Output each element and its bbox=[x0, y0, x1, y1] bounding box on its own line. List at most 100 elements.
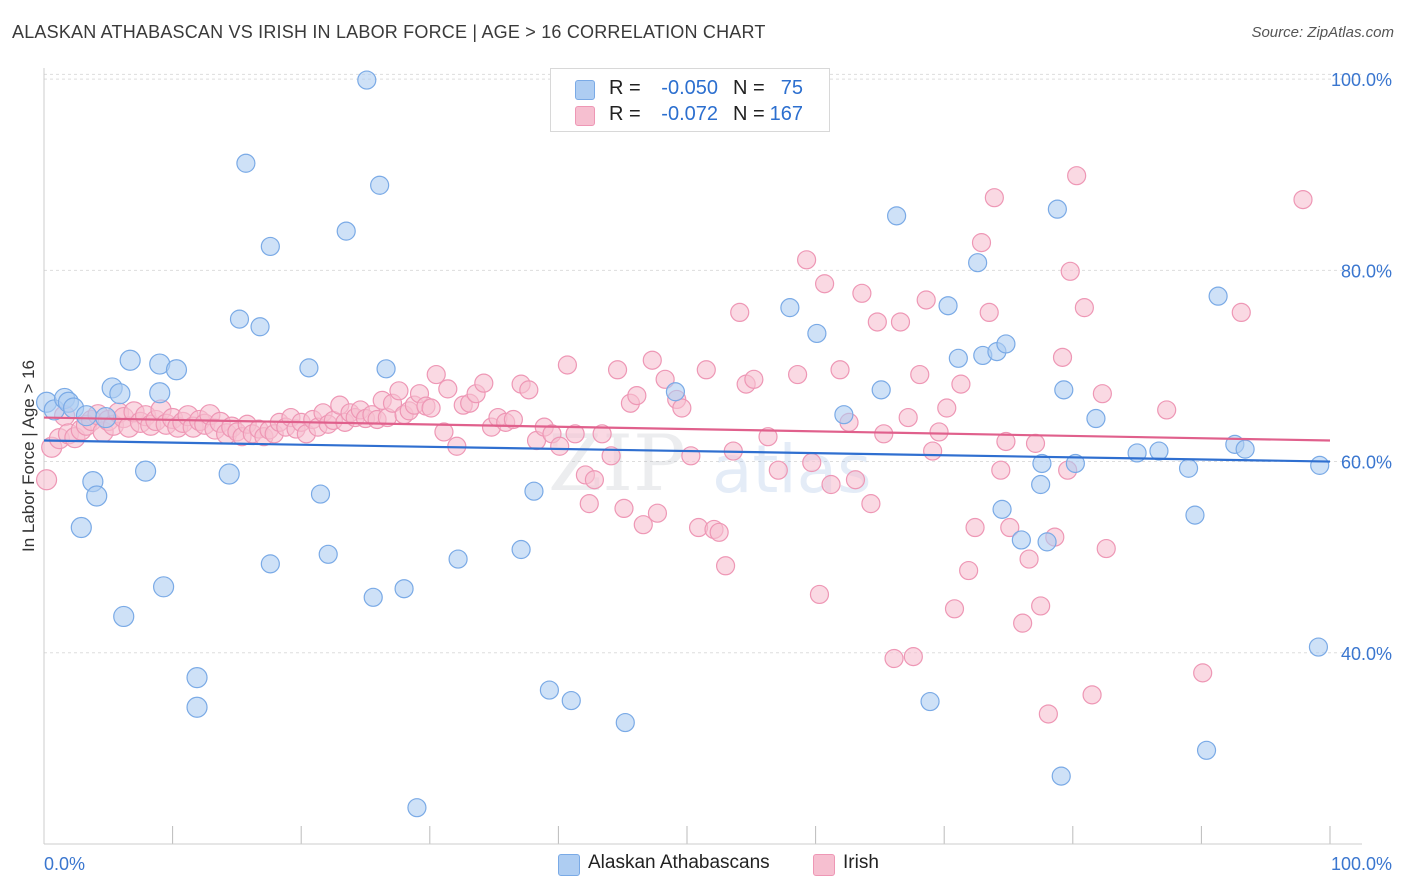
irish-point bbox=[1082, 685, 1102, 705]
irish-point bbox=[672, 398, 692, 418]
athabascan-point bbox=[152, 576, 175, 598]
axes bbox=[43, 68, 1362, 845]
legend-swatch-blue bbox=[575, 80, 595, 100]
athabascan-point bbox=[260, 236, 280, 257]
bottom-legend-swatch-pink bbox=[813, 854, 835, 876]
athabascan-point bbox=[1047, 199, 1067, 219]
irish-point bbox=[579, 494, 599, 514]
irish-point bbox=[614, 498, 634, 519]
irish-point bbox=[923, 441, 943, 461]
athabascan-point bbox=[186, 696, 208, 718]
irish-point bbox=[1031, 596, 1051, 616]
correlation-legend: R = -0.050 N = 75 R = -0.072 N = 167 bbox=[550, 68, 830, 132]
athabascan-point bbox=[539, 680, 559, 700]
bottom-legend-label: Alaskan Athabascans bbox=[588, 852, 770, 873]
athabascan-point bbox=[299, 358, 319, 378]
athabascan-point bbox=[236, 153, 256, 173]
athabascan-point bbox=[1065, 453, 1085, 474]
irish-point bbox=[519, 380, 539, 400]
irish-point bbox=[592, 424, 612, 444]
y-tick-label: 60.0% bbox=[1341, 453, 1392, 473]
athabascan-point bbox=[370, 175, 390, 195]
irish-point bbox=[1231, 302, 1251, 323]
legend-r-label: R = bbox=[609, 77, 641, 99]
legend-n-label: N = bbox=[733, 103, 765, 125]
athabascan-point bbox=[134, 460, 157, 482]
athabascan-point bbox=[1051, 766, 1071, 786]
irish-point bbox=[809, 584, 830, 605]
irish-point bbox=[1052, 347, 1073, 367]
athabascan-point bbox=[394, 579, 414, 599]
irish-point bbox=[1092, 384, 1112, 404]
irish-point bbox=[1038, 704, 1058, 724]
legend-r-value: -0.050 bbox=[661, 77, 718, 99]
irish-point bbox=[421, 398, 441, 418]
athabascan-point bbox=[376, 359, 396, 379]
legend-r-value: -0.072 bbox=[661, 103, 718, 125]
athabascan-point bbox=[448, 549, 468, 569]
athabascan-point bbox=[511, 539, 531, 560]
irish-point bbox=[633, 515, 653, 535]
athabascan-points bbox=[35, 70, 1330, 818]
irish-point bbox=[565, 424, 585, 444]
athabascan-point bbox=[1308, 637, 1329, 657]
irish-point bbox=[709, 522, 729, 542]
athabascan-point bbox=[229, 309, 250, 329]
y-tick-label: 80.0% bbox=[1341, 261, 1392, 281]
irish-point bbox=[979, 302, 999, 323]
athabascan-point bbox=[250, 317, 270, 337]
irish-trend-line bbox=[43, 416, 1331, 442]
athabascan-point bbox=[665, 382, 686, 402]
athabascan-point bbox=[1310, 455, 1330, 475]
irish-point bbox=[503, 409, 523, 430]
irish-point bbox=[884, 648, 904, 669]
irish-point bbox=[35, 469, 58, 491]
irish-point bbox=[1293, 189, 1313, 210]
athabascan-point bbox=[1178, 458, 1199, 478]
legend-n-value: 167 bbox=[769, 103, 803, 125]
athabascan-point bbox=[336, 221, 356, 241]
irish-point bbox=[815, 274, 835, 294]
athabascan-point bbox=[218, 463, 240, 485]
irish-point bbox=[1157, 400, 1177, 420]
legend-n-value: 75 bbox=[780, 77, 803, 99]
athabascan-point bbox=[871, 380, 891, 400]
irish-point bbox=[607, 360, 628, 380]
irish-point bbox=[944, 599, 965, 619]
irish-point bbox=[1019, 549, 1039, 569]
athabascan-point bbox=[992, 499, 1012, 519]
athabascan-point bbox=[1185, 505, 1205, 525]
athabascan-point bbox=[318, 544, 338, 564]
irish-point bbox=[474, 373, 494, 393]
legend-row-irish: R = -0.072 N = 167 bbox=[551, 100, 829, 128]
athabascan-point bbox=[887, 206, 907, 226]
irish-point bbox=[861, 494, 881, 514]
irish-point bbox=[655, 369, 675, 389]
irish-point bbox=[744, 369, 764, 389]
irish-point bbox=[916, 290, 936, 310]
irish-point bbox=[715, 556, 736, 576]
x-tick-label: 0.0% bbox=[44, 854, 85, 874]
athabascan-point bbox=[149, 382, 171, 404]
athabascan-point bbox=[119, 349, 141, 371]
trend-lines bbox=[43, 416, 1331, 463]
athabascan-point bbox=[920, 691, 940, 712]
irish-point bbox=[802, 452, 822, 473]
irish-point bbox=[959, 560, 979, 581]
athabascan-point bbox=[1086, 408, 1106, 429]
irish-point bbox=[1060, 261, 1080, 281]
irish-point bbox=[434, 422, 454, 442]
athabascan-point bbox=[968, 253, 988, 273]
x-tick-label: 100.0% bbox=[1331, 854, 1392, 874]
y-axis-label: In Labor Force | Age > 16 bbox=[19, 360, 38, 552]
irish-point bbox=[768, 460, 788, 480]
athabascan-point bbox=[834, 405, 854, 425]
irish-point bbox=[557, 355, 578, 375]
bottom-legend-swatch-blue bbox=[558, 854, 580, 876]
athabascan-point bbox=[1032, 453, 1052, 474]
irish-point bbox=[796, 250, 817, 270]
irish-point bbox=[867, 312, 887, 332]
irish-point bbox=[642, 350, 662, 370]
legend-row-athabascan: R = -0.050 N = 75 bbox=[551, 74, 829, 102]
irish-point bbox=[874, 424, 894, 444]
